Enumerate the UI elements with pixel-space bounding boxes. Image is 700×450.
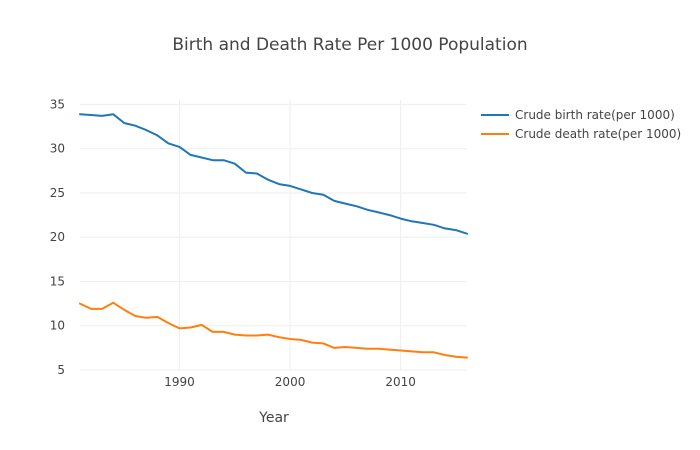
y-tick-label: 25 bbox=[50, 186, 65, 200]
y-tick-label: 10 bbox=[50, 319, 65, 333]
series-line-0[interactable] bbox=[79, 113, 468, 235]
x-tick-label: 1990 bbox=[164, 375, 195, 389]
x-tick-label: 2000 bbox=[275, 375, 306, 389]
legend-label: Crude birth rate(per 1000) bbox=[515, 108, 675, 122]
y-tick-label: 5 bbox=[57, 363, 65, 377]
y-tick-label: 30 bbox=[50, 142, 65, 156]
chart-title: Birth and Death Rate Per 1000 Population bbox=[172, 35, 527, 55]
axis-tick-labels: 5 10 15 20 25 30 35 1990 2000 2010 bbox=[50, 97, 416, 389]
legend[interactable]: Crude birth rate(per 1000) Crude death ra… bbox=[481, 108, 681, 141]
series-line-1[interactable] bbox=[79, 301, 468, 359]
x-tick-label: 2010 bbox=[385, 375, 416, 389]
legend-label: Crude death rate(per 1000) bbox=[515, 127, 681, 141]
legend-item-1[interactable]: Crude death rate(per 1000) bbox=[481, 127, 681, 141]
y-tick-label: 20 bbox=[50, 230, 65, 244]
gridlines bbox=[80, 100, 467, 371]
y-tick-label: 15 bbox=[50, 274, 65, 288]
series-lines bbox=[79, 113, 468, 359]
x-axis-title: Year bbox=[258, 410, 289, 426]
legend-item-0[interactable]: Crude birth rate(per 1000) bbox=[481, 108, 675, 122]
y-tick-label: 35 bbox=[50, 97, 65, 111]
